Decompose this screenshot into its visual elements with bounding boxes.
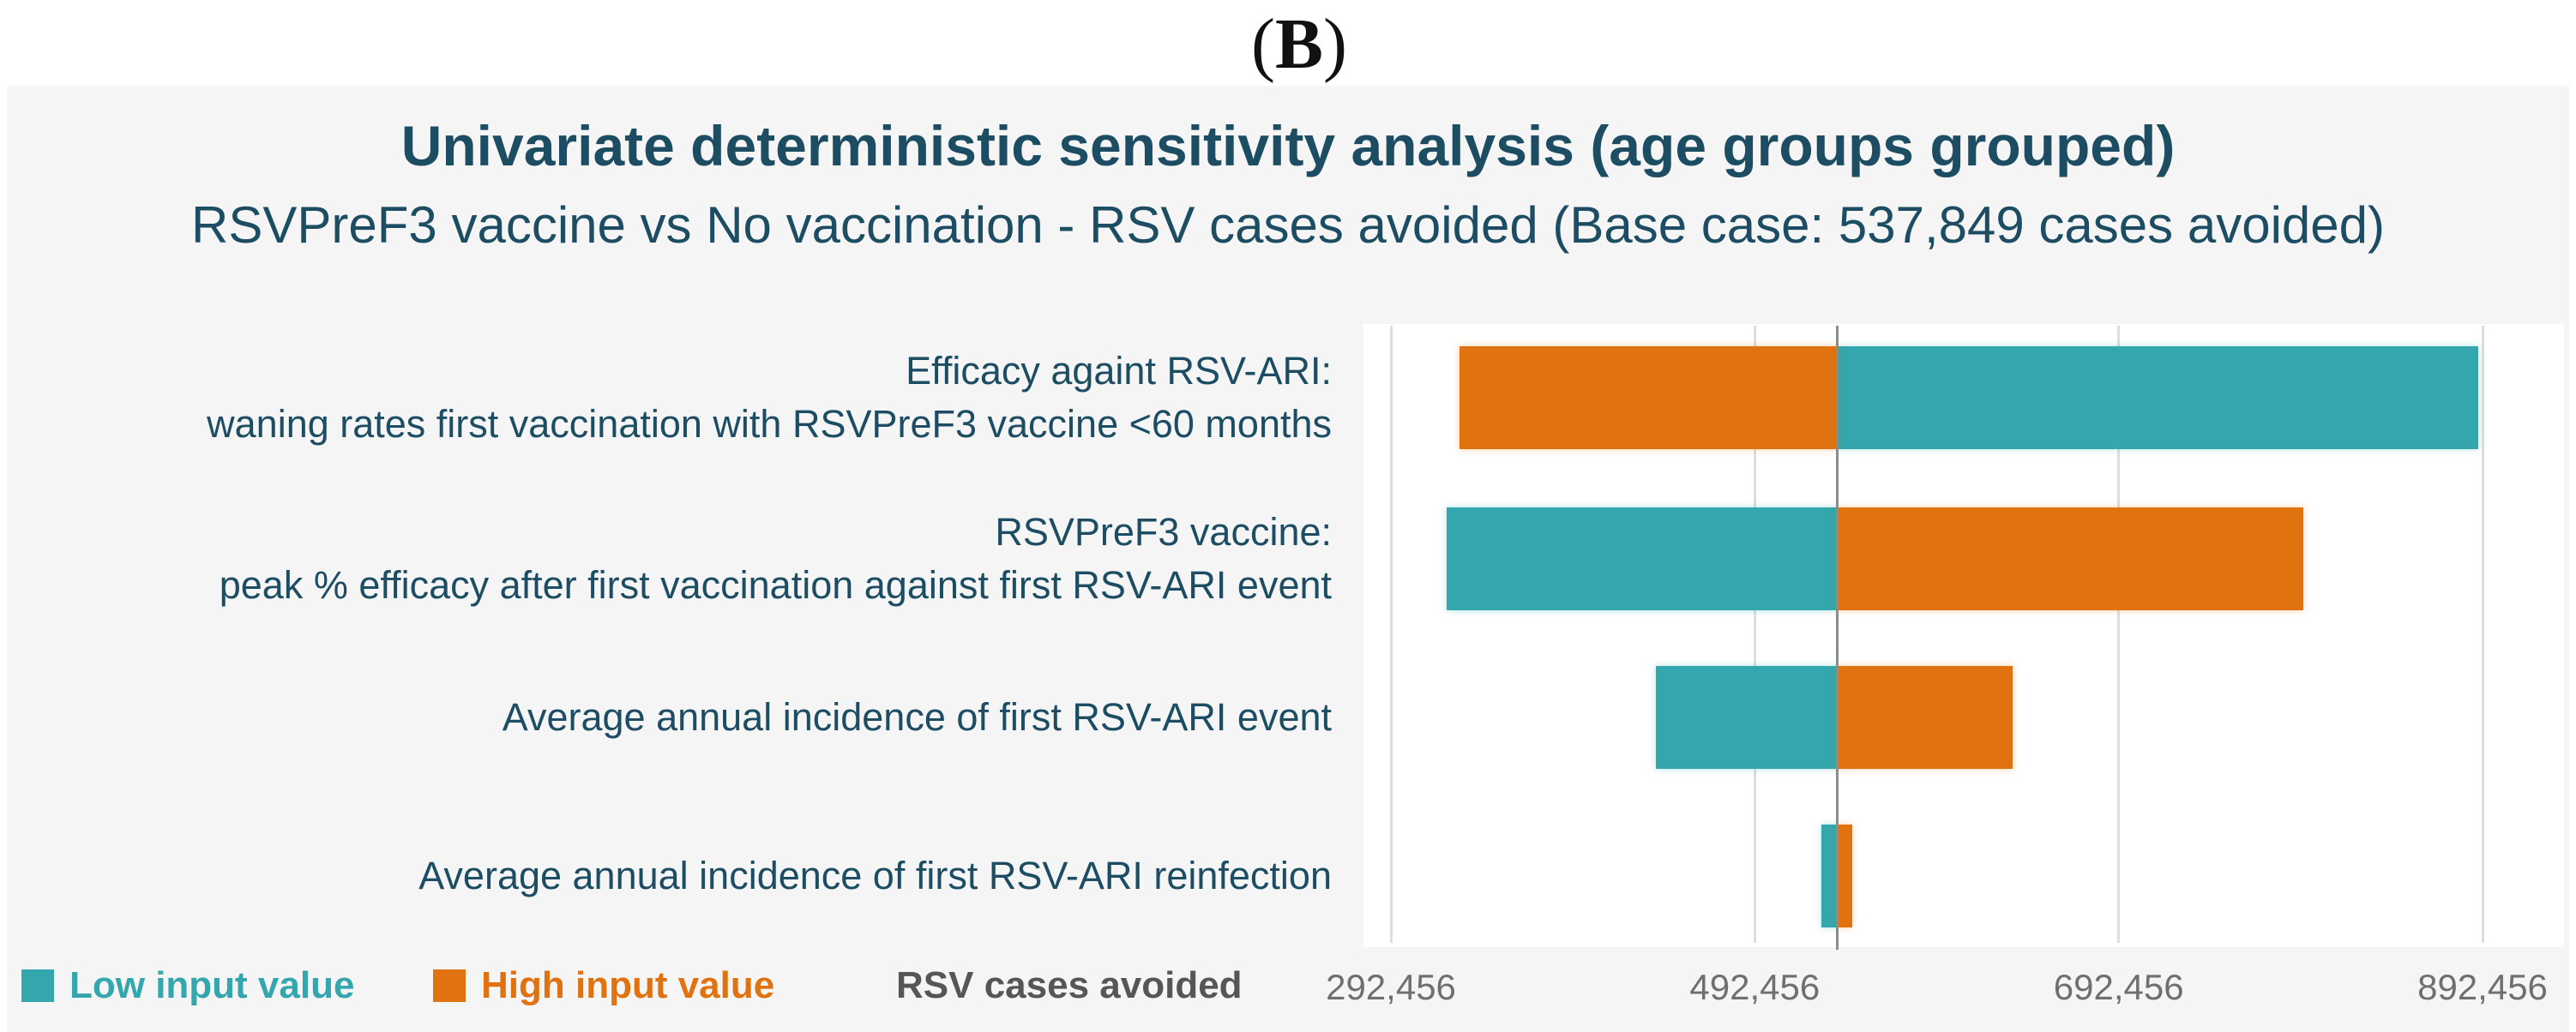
x-tick-label: 692,456 xyxy=(2053,967,2184,1007)
legend-label-low-input: Low input value xyxy=(69,964,355,1006)
figure-label: (B) xyxy=(0,2,2576,87)
gridline xyxy=(2117,326,2121,943)
bar-high-input xyxy=(1459,346,1838,449)
base-case-line xyxy=(1836,326,1839,950)
bar-high-input xyxy=(1837,666,2013,769)
gridline xyxy=(1389,326,1393,943)
legend-swatch-low-input xyxy=(21,969,54,1002)
row-label-line: RSVPreF3 vaccine: xyxy=(995,510,1332,554)
bar-low-input xyxy=(1655,666,1838,769)
row-label: Efficacy againt RSV-ARI: waning rates fir… xyxy=(0,346,1332,449)
row-label-line: Average annual incidence of first RSV-AR… xyxy=(418,854,1332,897)
gridline xyxy=(2481,326,2484,943)
row-label: Average annual incidence of first RSV-AR… xyxy=(0,825,1332,927)
bar-low-input xyxy=(1446,507,1838,610)
row-label: Average annual incidence of first RSV-AR… xyxy=(0,666,1332,769)
row-label-line: Efficacy againt RSV-ARI: xyxy=(906,349,1332,393)
row-label-line: Average annual incidence of first RSV-AR… xyxy=(502,695,1332,739)
x-tick-label: 292,456 xyxy=(1326,967,1456,1007)
bar-high-input xyxy=(1837,507,2304,610)
figure-label-letter: B xyxy=(1274,4,1324,84)
gridline xyxy=(1753,326,1756,943)
row-label-line: peak % efficacy after first vaccination … xyxy=(219,563,1332,607)
row-label-line: waning rates first vaccination with RSVP… xyxy=(207,402,1332,446)
figure-label-open-paren: ( xyxy=(1251,4,1275,84)
bar-high-input xyxy=(1837,825,1852,927)
legend-item-high: High input value xyxy=(433,963,774,1008)
figure-label-close-paren: ) xyxy=(1323,4,1347,84)
x-tick-label: 492,456 xyxy=(1689,967,1821,1007)
chart-title: Univariate deterministic sensitivity ana… xyxy=(400,114,2176,177)
chart-subtitle: RSVPreF3 vaccine vs No vaccination - RSV… xyxy=(191,196,2385,254)
legend-label-high-input: High input value xyxy=(481,964,775,1006)
legend-swatch-high-input xyxy=(433,969,466,1002)
bar-low-input xyxy=(1837,346,2478,449)
bar-low-input xyxy=(1821,825,1838,927)
x-tick-label: 892,456 xyxy=(2417,967,2548,1007)
x-axis-title: RSV cases avoided xyxy=(896,964,1243,1006)
row-label: RSVPreF3 vaccine: peak % efficacy after f… xyxy=(0,507,1332,610)
legend-item-low: Low input value xyxy=(21,963,354,1008)
